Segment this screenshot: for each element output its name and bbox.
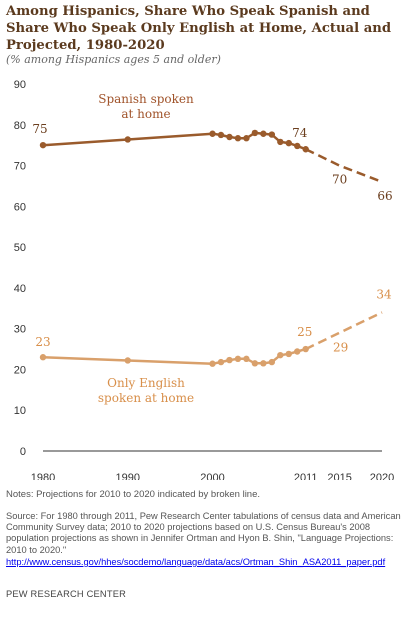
y-tick-label-20: 20: [14, 364, 26, 376]
y-tick-label-80: 80: [14, 120, 26, 132]
english-point-2002: [226, 356, 233, 364]
x-tick-label-2000: 2000: [200, 472, 224, 480]
english-point-2007: [268, 358, 276, 366]
spanish-point-2010: [294, 142, 301, 150]
english-data-label-2020: 34: [376, 287, 392, 301]
spanish-point-2000: [209, 130, 216, 137]
spanish-point-2008: [277, 138, 284, 146]
chart-subtitle: (% among Hispanics ages 5 and older): [6, 53, 221, 66]
spanish-point-1980: [39, 141, 47, 149]
source-link[interactable]: http://www.census.gov/hhes/socdemo/langu…: [6, 557, 386, 567]
chart-source: Source: For 1980 through 2011, Pew Resea…: [6, 511, 401, 555]
spanish-point-2004: [243, 135, 250, 142]
spanish-point-2002: [226, 133, 233, 141]
spanish-point-2001: [217, 131, 225, 139]
y-tick-label-70: 70: [14, 161, 26, 173]
y-tick-label-30: 30: [14, 324, 26, 336]
english-point-2006: [260, 360, 267, 367]
english-point-2001: [217, 358, 225, 366]
spanish-point-1990: [124, 136, 131, 143]
spanish-series-label-line-1: Spanish spoken: [98, 92, 194, 106]
english-data-label-1980: 23: [35, 335, 50, 349]
english-point-1990: [124, 357, 131, 364]
x-axis: 1980 1990 2000 2011 2015 2020: [31, 450, 394, 480]
spanish-point-2007: [268, 131, 276, 138]
english-data-label-2011: 25: [297, 325, 312, 339]
spanish-data-label-2011: 74: [292, 126, 308, 140]
y-tick-label-90: 90: [14, 79, 26, 91]
chart-title: Among Hispanics, Share Who Speak Spanish…: [6, 4, 392, 53]
english-point-1980: [39, 354, 47, 361]
credit-line: PEW RESEARCH CENTER: [6, 589, 127, 599]
y-tick-label-60: 60: [14, 201, 26, 213]
english-point-2008: [277, 351, 284, 359]
spanish-data-label-1980: 75: [32, 122, 47, 136]
y-tick-label-40: 40: [14, 283, 26, 295]
x-tick-label-1980: 1980: [31, 472, 55, 480]
english-series-label-line-2: spoken at home: [98, 391, 194, 405]
english-point-2003: [234, 355, 242, 363]
spanish-point-2003: [234, 135, 242, 142]
series-layer: [39, 129, 383, 367]
spanish-point-2005: [251, 129, 259, 137]
english-point-2010: [294, 348, 301, 355]
spanish-point-2006: [260, 130, 267, 137]
english-point-2000: [209, 360, 216, 367]
english-series-label-line-1: Only English: [107, 376, 185, 390]
english-data-label-2015: 29: [333, 341, 348, 355]
spanish-data-label-2015: 70: [332, 173, 347, 187]
spanish-actual-line: [42, 131, 307, 151]
spanish-series-label-line-2: at home: [121, 107, 170, 121]
y-axis: 0 10 20 30 40 50 60 70 80 90: [14, 79, 26, 458]
line-chart: 0 10 20 30 40 50 60 70 80 90 1980 1990 2000 2011 2015…: [14, 79, 394, 480]
x-tick-label-2011: 2011: [294, 472, 318, 480]
english-point-2009: [285, 350, 292, 358]
x-tick-label-2015: 2015: [327, 472, 351, 480]
y-tick-label-0: 0: [20, 446, 26, 458]
y-tick-label-50: 50: [14, 242, 26, 254]
chart-notes: Notes: Projections for 2010 to 2020 indi…: [6, 489, 261, 500]
x-tick-label-2020: 2020: [370, 472, 394, 480]
english-actual-line: [42, 347, 307, 365]
x-tick-label-1990: 1990: [116, 472, 140, 480]
spanish-data-label-2020: 66: [377, 189, 392, 203]
y-tick-label-10: 10: [14, 405, 26, 417]
spanish-point-2009: [285, 139, 292, 147]
english-point-2005: [251, 360, 259, 367]
english-point-2004: [243, 355, 250, 363]
